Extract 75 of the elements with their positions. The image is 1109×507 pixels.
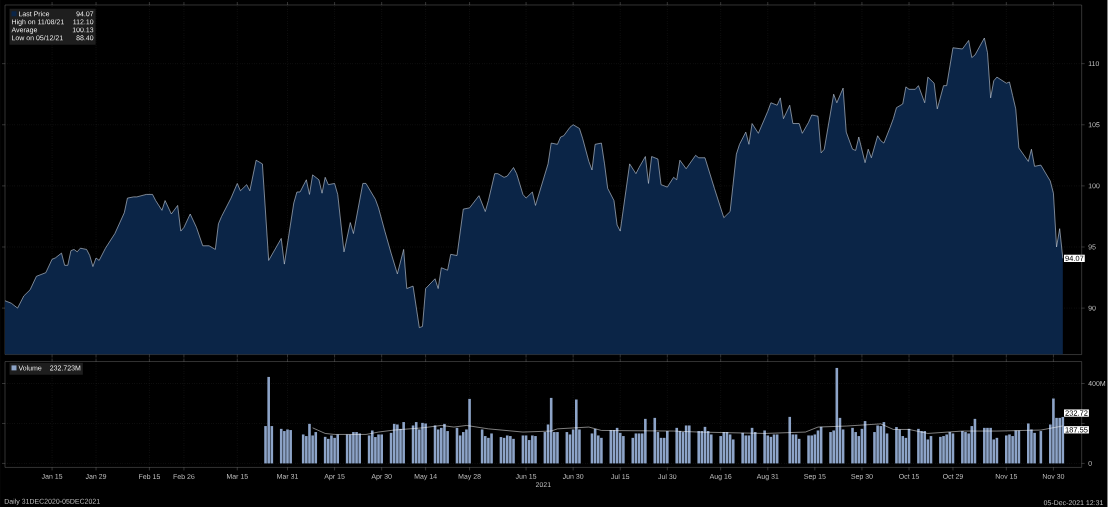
bar [308, 423, 311, 464]
bar [879, 425, 883, 464]
bar [1058, 417, 1061, 464]
bar [396, 424, 399, 464]
bar [440, 427, 443, 464]
bar [468, 398, 471, 464]
bar [876, 425, 879, 464]
bar [352, 431, 355, 464]
bar [942, 435, 945, 464]
bar [1052, 398, 1055, 464]
bar [961, 430, 964, 464]
bar [286, 429, 289, 464]
bar [377, 434, 380, 464]
bar [461, 431, 465, 464]
bar [763, 430, 766, 464]
bar [443, 423, 446, 464]
bar [402, 421, 405, 464]
bar [531, 435, 534, 464]
bar [829, 431, 832, 464]
bar [327, 438, 330, 464]
bar [392, 423, 396, 464]
bar [983, 427, 986, 464]
bar [1027, 423, 1030, 464]
bar [314, 431, 318, 464]
bar [421, 422, 424, 464]
bar [283, 430, 286, 464]
bar [534, 435, 537, 464]
bar [279, 428, 283, 464]
bar [923, 430, 927, 464]
bar [709, 434, 713, 464]
bar [719, 435, 722, 464]
bar [964, 431, 967, 464]
bar [355, 431, 358, 464]
bar [330, 435, 333, 464]
bar [753, 431, 757, 464]
bar [741, 432, 744, 464]
bar [1005, 435, 1008, 464]
bar [917, 428, 920, 464]
bar [945, 434, 948, 464]
bar [920, 430, 923, 464]
bar [851, 427, 854, 464]
bar [1008, 434, 1011, 464]
bar [895, 426, 898, 464]
bar [618, 432, 622, 464]
bar [644, 418, 647, 464]
bar [653, 417, 657, 464]
bar [600, 437, 603, 464]
bar [854, 431, 857, 464]
bar [631, 437, 635, 464]
bar [788, 416, 792, 464]
bar [989, 427, 992, 464]
bar [380, 434, 383, 464]
bar [424, 423, 427, 464]
bar [490, 433, 493, 464]
bar [1011, 435, 1014, 464]
bar [333, 437, 336, 464]
bar [336, 434, 340, 464]
bar [986, 427, 989, 464]
bar [414, 421, 418, 464]
bar [556, 431, 559, 464]
bar [512, 438, 515, 464]
bar [1033, 432, 1036, 464]
bar [666, 430, 669, 464]
bar [487, 437, 490, 464]
bar [574, 399, 578, 464]
bar [289, 429, 292, 464]
bar [898, 429, 901, 464]
bar [358, 433, 361, 464]
bar [267, 376, 270, 464]
bar [527, 439, 531, 464]
bar [509, 435, 512, 464]
bar [622, 435, 625, 464]
bar [370, 430, 374, 464]
bar [807, 435, 810, 464]
bar [939, 436, 942, 464]
